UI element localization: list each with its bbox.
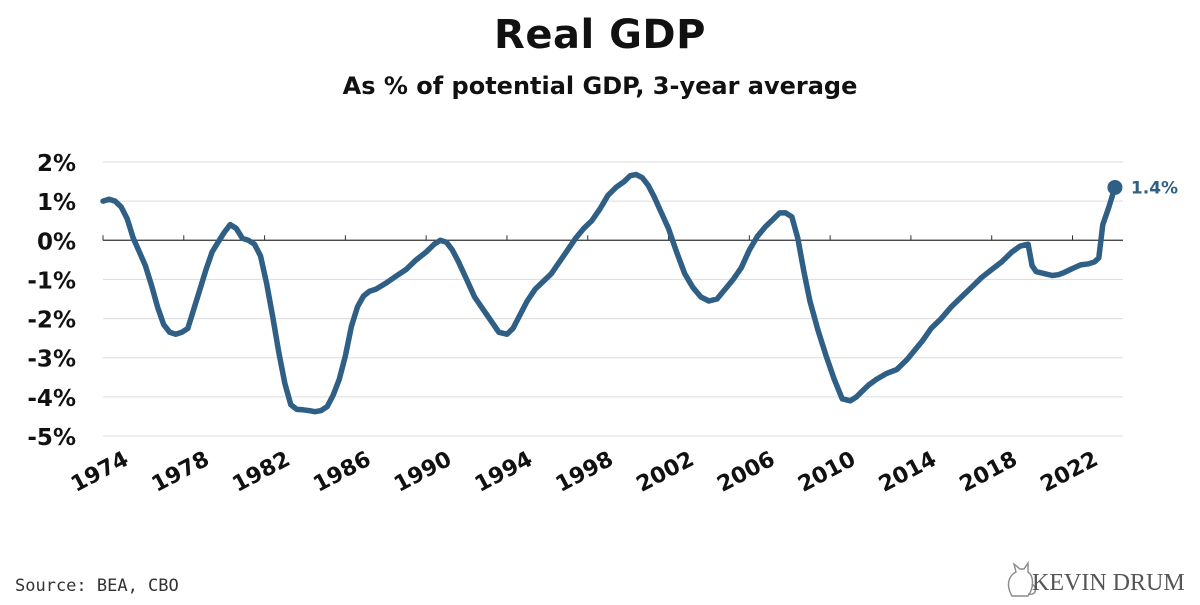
x-tick-label: 1998	[552, 447, 618, 498]
y-tick-label: 1%	[37, 190, 76, 216]
x-tick-label: 2018	[956, 447, 1022, 498]
x-tick-label: 2014	[875, 447, 941, 498]
x-tick-label: 1986	[309, 447, 375, 498]
y-tick-label: -1%	[27, 268, 76, 294]
x-tick-label: 1994	[471, 447, 537, 498]
y-tick-label: 2%	[37, 151, 76, 177]
y-tick-label: -3%	[27, 347, 76, 373]
gdp-series-line	[100, 171, 1118, 415]
x-tick-label: 1974	[67, 447, 133, 498]
x-tick-label: 1982	[229, 447, 295, 498]
x-tick-label: 1978	[148, 447, 214, 498]
y-tick-label: -2%	[27, 308, 76, 334]
brand-logo: KEVIN DRUM	[1007, 560, 1185, 597]
y-tick-label: -5%	[27, 425, 76, 451]
x-tick-label: 2006	[713, 447, 779, 498]
cat-icon	[1007, 560, 1037, 597]
x-tick-label: 2022	[1037, 447, 1103, 498]
y-tick-label: 0%	[37, 229, 76, 255]
chart-subtitle: As % of potential GDP, 3-year average	[342, 72, 858, 100]
source-note: Source: BEA, CBO	[15, 576, 179, 596]
x-tick-label: 2002	[633, 447, 699, 498]
y-tick-label: -4%	[27, 386, 76, 412]
last-value-label: 1.4%	[1131, 178, 1178, 198]
x-tick-label: 2010	[794, 447, 860, 498]
brand-name: KEVIN DRUM	[1032, 570, 1185, 596]
chart-title: Real GDP	[494, 12, 706, 58]
last-value-marker	[1107, 179, 1123, 195]
line-chart: 2% 1% 0% -1% -2% -3% -4% -5%1974 1978 1982 1986 199…	[27, 151, 1178, 498]
x-tick-label: 1990	[390, 447, 456, 498]
